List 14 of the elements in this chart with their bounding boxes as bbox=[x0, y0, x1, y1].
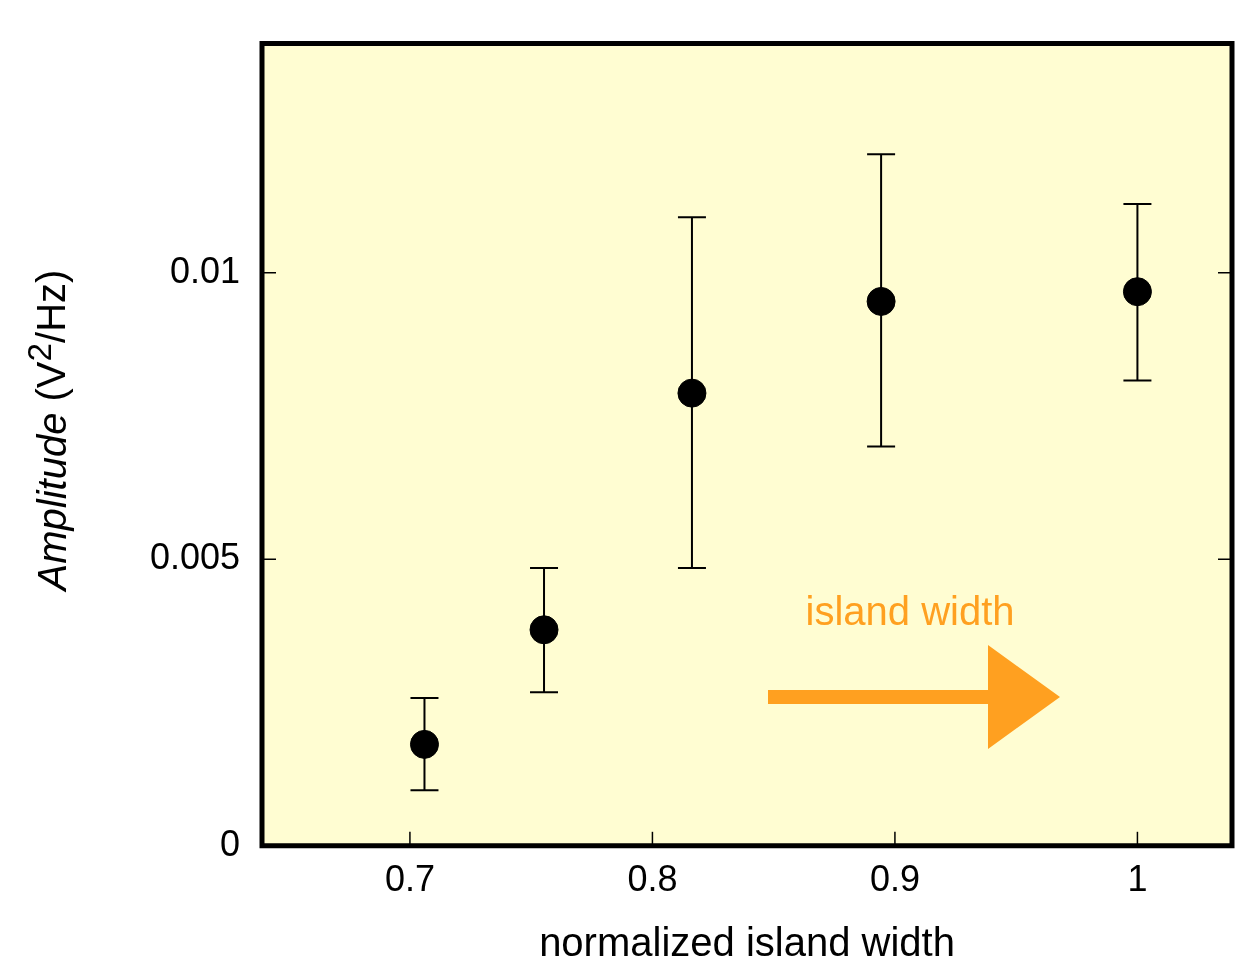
x-tick-label: 0.7 bbox=[384, 858, 435, 900]
annotation: island width bbox=[805, 589, 1015, 633]
point bbox=[866, 286, 896, 316]
point bbox=[677, 378, 707, 408]
y-tick-label: 0 bbox=[219, 822, 240, 864]
y-tick-label: 0.005 bbox=[149, 536, 240, 578]
point bbox=[1122, 277, 1152, 307]
x-tick-label: 0.8 bbox=[627, 858, 678, 900]
x-axis-title: normalized island width bbox=[539, 920, 955, 965]
point bbox=[409, 729, 439, 759]
x-tick-label: 0.9 bbox=[869, 858, 920, 900]
point bbox=[529, 615, 559, 645]
x-tick-label: 1 bbox=[1127, 858, 1148, 900]
y-tick-label: 0.01 bbox=[169, 249, 240, 291]
